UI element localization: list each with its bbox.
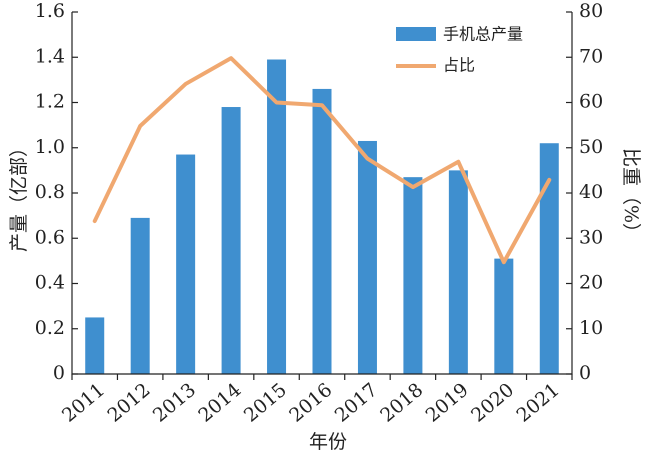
y-left-tick-label: 0.6 xyxy=(35,226,65,248)
line-point-2014 xyxy=(230,57,232,59)
y-right-tick-label: 60 xyxy=(579,91,603,113)
line-point-2013 xyxy=(185,83,187,85)
y-right-tick-label: 0 xyxy=(579,362,591,384)
x-tick-label-2019: 2019 xyxy=(422,379,473,427)
y-right-tick-label: 20 xyxy=(579,272,603,294)
bar-2019 xyxy=(448,170,468,374)
bar-2017 xyxy=(357,140,377,374)
y-right-tick-label: 10 xyxy=(579,317,603,339)
y-right-tick-label: 50 xyxy=(579,136,603,158)
line-layer xyxy=(92,56,552,265)
legend-label-line: 占比 xyxy=(443,56,475,75)
x-tick-label-2014: 2014 xyxy=(194,379,245,427)
legend-swatch-bar xyxy=(396,27,436,41)
y-right-tick-label: 40 xyxy=(579,181,603,203)
bar-2018 xyxy=(403,177,423,374)
bar-2020 xyxy=(494,258,514,374)
line-point-2017 xyxy=(366,158,368,160)
bar-2012 xyxy=(130,217,150,374)
line-point-2019 xyxy=(457,161,459,163)
line-point-2015 xyxy=(276,102,278,103)
legend-label-bar: 手机总产量 xyxy=(443,25,523,44)
x-axis-title: 年份 xyxy=(309,431,347,453)
bar-2015 xyxy=(267,59,287,374)
x-tick-label-2017: 2017 xyxy=(331,379,382,427)
y-left-tick-label: 1.4 xyxy=(35,45,65,67)
y-left-tick-label: 0 xyxy=(53,362,65,384)
bars-layer xyxy=(85,59,559,375)
y-right-tick-label: 80 xyxy=(579,0,603,22)
x-tick-label-2016: 2016 xyxy=(285,379,336,427)
y-left-tick-label: 1.6 xyxy=(35,0,65,22)
x-tick-label-2011: 2011 xyxy=(58,379,109,427)
y-left-tick-label: 0.4 xyxy=(35,272,65,294)
x-tick-label-2021: 2021 xyxy=(513,379,564,427)
bar-2013 xyxy=(176,154,196,374)
y-axis-left-title: 产量（亿部） xyxy=(8,138,30,252)
x-tick-label-2020: 2020 xyxy=(467,379,518,427)
y-right-tick-label: 70 xyxy=(579,45,603,67)
y-left-tick-label: 0.2 xyxy=(35,317,65,339)
line-point-2020 xyxy=(503,261,505,263)
bar-2011 xyxy=(85,317,105,374)
y-right-tick-label: 30 xyxy=(579,226,603,248)
y-axis-right-title: 比重（%） xyxy=(620,148,642,242)
y-left-tick-label: 0.8 xyxy=(35,181,65,203)
line-point-2012 xyxy=(139,125,141,127)
x-tick-label-2012: 2012 xyxy=(103,379,154,427)
x-tick-label-2013: 2013 xyxy=(149,379,200,427)
x-tick-label-2018: 2018 xyxy=(376,379,427,427)
bar-2021 xyxy=(539,143,559,374)
bar-2014 xyxy=(221,107,241,375)
y-left-tick-label: 1.0 xyxy=(35,136,65,158)
line-point-2021 xyxy=(548,179,550,181)
bar-2016 xyxy=(312,88,332,375)
line-point-2018 xyxy=(412,186,414,188)
line-point-2011 xyxy=(94,220,96,222)
line-point-2016 xyxy=(321,104,323,106)
y-left-tick-label: 1.2 xyxy=(35,91,65,113)
x-tick-label-2015: 2015 xyxy=(240,379,291,427)
